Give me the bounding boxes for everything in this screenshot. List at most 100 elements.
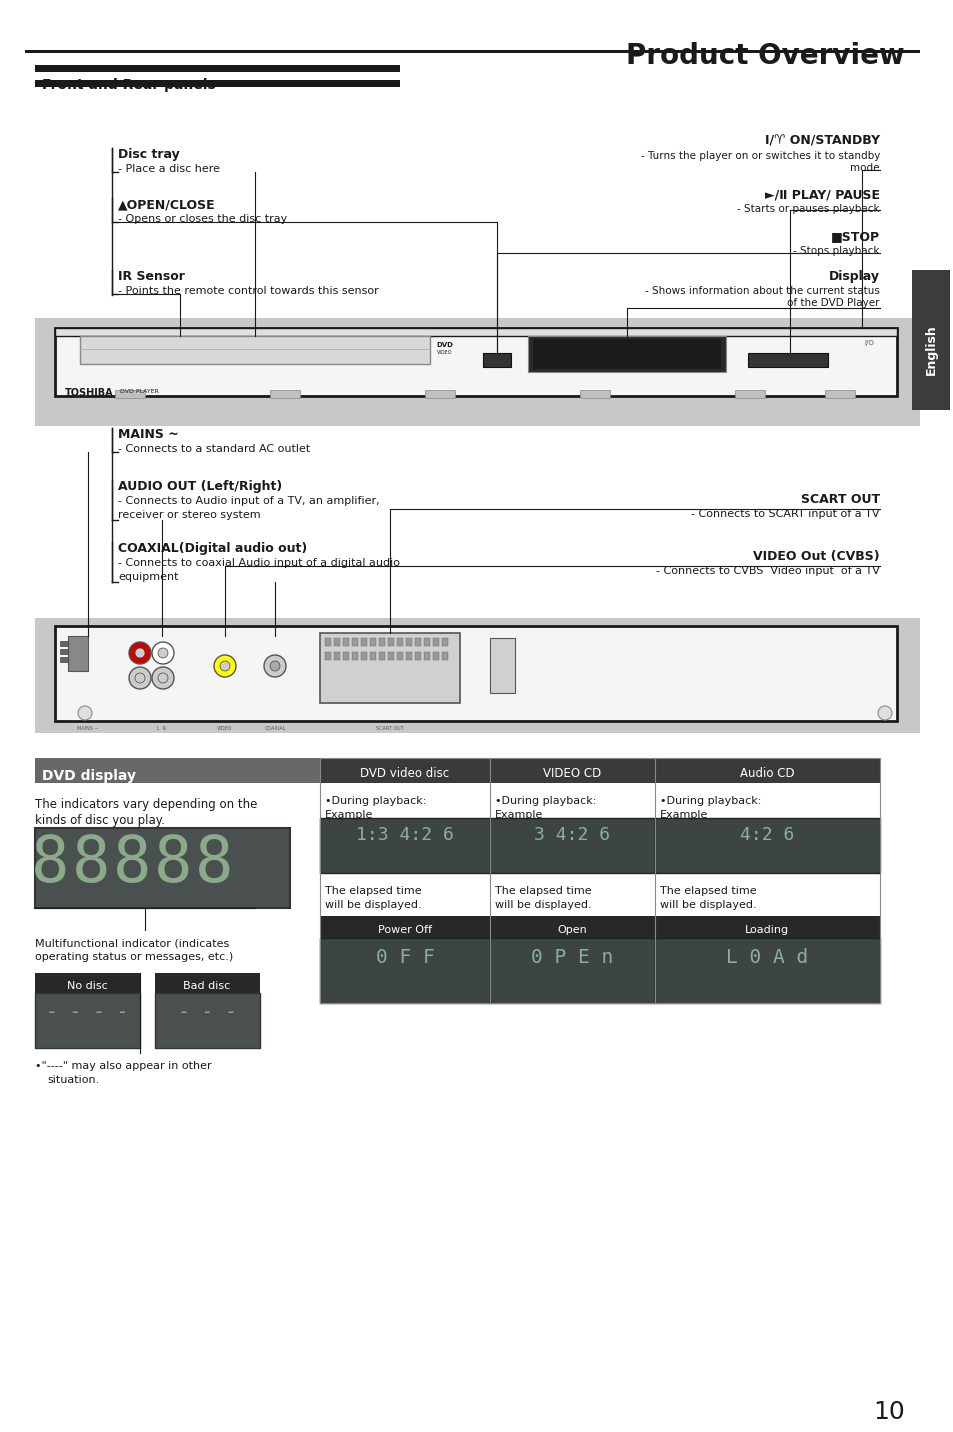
Bar	[154, 992, 260, 1048]
Text: Audio CD: Audio CD	[739, 768, 794, 780]
Text: SCART OUT: SCART OUT	[800, 493, 879, 505]
Bar	[319, 916, 490, 938]
Bar	[490, 916, 655, 938]
Circle shape	[264, 654, 286, 677]
Text: Display: Display	[828, 271, 879, 284]
Bar	[370, 652, 375, 660]
Bar	[655, 758, 879, 783]
Circle shape	[129, 667, 151, 689]
Bar	[270, 390, 299, 398]
Text: Loading: Loading	[744, 925, 788, 935]
Bar	[55, 328, 896, 397]
Bar	[441, 652, 448, 660]
Text: Product Overview: Product Overview	[626, 42, 904, 70]
Bar	[68, 636, 88, 672]
Text: ■STOP: ■STOP	[830, 231, 879, 243]
Bar	[352, 652, 357, 660]
Text: SCART OUT: SCART OUT	[375, 726, 403, 730]
Bar	[319, 633, 459, 703]
Text: The elapsed time: The elapsed time	[495, 886, 591, 896]
Text: Power Off: Power Off	[377, 925, 432, 935]
Circle shape	[158, 649, 168, 657]
Text: COAXIAL: COAXIAL	[264, 726, 285, 730]
Circle shape	[78, 706, 91, 720]
Bar	[490, 758, 655, 783]
Text: 10: 10	[872, 1400, 904, 1423]
Bar	[388, 652, 394, 660]
Bar	[154, 972, 260, 992]
Text: 8: 8	[112, 833, 152, 895]
Circle shape	[220, 662, 230, 672]
Bar	[115, 390, 145, 398]
Text: 8: 8	[30, 833, 70, 895]
Text: VIDEO: VIDEO	[436, 349, 453, 355]
Text: The elapsed time: The elapsed time	[659, 886, 756, 896]
Text: kinds of disc you play.: kinds of disc you play.	[35, 813, 165, 828]
Bar	[388, 639, 394, 646]
Text: The indicators vary depending on the: The indicators vary depending on the	[35, 798, 257, 811]
Text: AUDIO OUT (Left/Right): AUDIO OUT (Left/Right)	[118, 480, 282, 493]
Text: ▲OPEN/CLOSE: ▲OPEN/CLOSE	[118, 198, 215, 211]
Bar	[80, 337, 430, 364]
Bar	[352, 639, 357, 646]
Bar	[579, 390, 609, 398]
Text: 4:2 6: 4:2 6	[739, 826, 793, 843]
Circle shape	[213, 654, 235, 677]
Text: will be displayed.: will be displayed.	[325, 899, 421, 909]
Text: will be displayed.: will be displayed.	[495, 899, 591, 909]
Text: COAXIAL(Digital audio out): COAXIAL(Digital audio out)	[118, 541, 307, 556]
Text: - Shows information about the current status: - Shows information about the current st…	[644, 286, 879, 296]
Bar	[360, 652, 367, 660]
Text: The elapsed time: The elapsed time	[325, 886, 421, 896]
Bar	[35, 318, 919, 425]
Bar	[360, 639, 367, 646]
Bar	[482, 354, 511, 367]
Bar	[655, 916, 879, 938]
Bar	[747, 354, 827, 367]
Text: TOSHIBA: TOSHIBA	[65, 388, 113, 398]
Bar	[334, 652, 339, 660]
Bar	[35, 64, 399, 72]
Circle shape	[135, 673, 145, 683]
Text: VIDEO CD: VIDEO CD	[542, 768, 600, 780]
Bar	[655, 818, 879, 874]
Bar	[319, 758, 490, 783]
Text: Example: Example	[659, 811, 708, 821]
Bar	[433, 652, 438, 660]
Bar	[35, 828, 290, 908]
Text: DVD PLAYER: DVD PLAYER	[120, 390, 159, 394]
Bar	[533, 339, 720, 369]
Text: mode: mode	[850, 163, 879, 173]
Text: 0 P E n: 0 P E n	[530, 948, 613, 967]
Bar	[378, 652, 385, 660]
Text: - Turns the player on or switches it to standby: - Turns the player on or switches it to …	[640, 150, 879, 160]
Bar	[396, 639, 402, 646]
Bar	[319, 818, 490, 874]
Bar	[734, 390, 764, 398]
Text: L 0 A d: L 0 A d	[725, 948, 807, 967]
Text: VIDEO Out (CVBS): VIDEO Out (CVBS)	[753, 550, 879, 563]
Text: Open: Open	[557, 925, 586, 935]
Bar	[60, 642, 68, 646]
Text: - Starts or pauses playback: - Starts or pauses playback	[737, 203, 879, 213]
Bar	[60, 649, 68, 654]
Bar	[55, 328, 896, 337]
Bar	[343, 639, 349, 646]
Bar	[35, 619, 919, 733]
Bar	[911, 271, 949, 410]
Text: receiver or stereo system: receiver or stereo system	[118, 510, 260, 520]
Text: DVD display: DVD display	[42, 769, 136, 783]
Text: 8: 8	[153, 833, 193, 895]
Text: DVD: DVD	[436, 342, 453, 348]
Bar	[406, 652, 412, 660]
Bar	[325, 639, 331, 646]
Text: 0 F F: 0 F F	[375, 948, 434, 967]
Bar	[415, 652, 420, 660]
Text: Front and Rear panels: Front and Rear panels	[42, 77, 215, 92]
Bar	[370, 639, 375, 646]
Text: equipment: equipment	[118, 571, 178, 581]
Text: Bad disc: Bad disc	[183, 981, 231, 991]
Bar	[415, 639, 420, 646]
Text: Example: Example	[325, 811, 373, 821]
Text: 3 4:2 6: 3 4:2 6	[534, 826, 609, 843]
